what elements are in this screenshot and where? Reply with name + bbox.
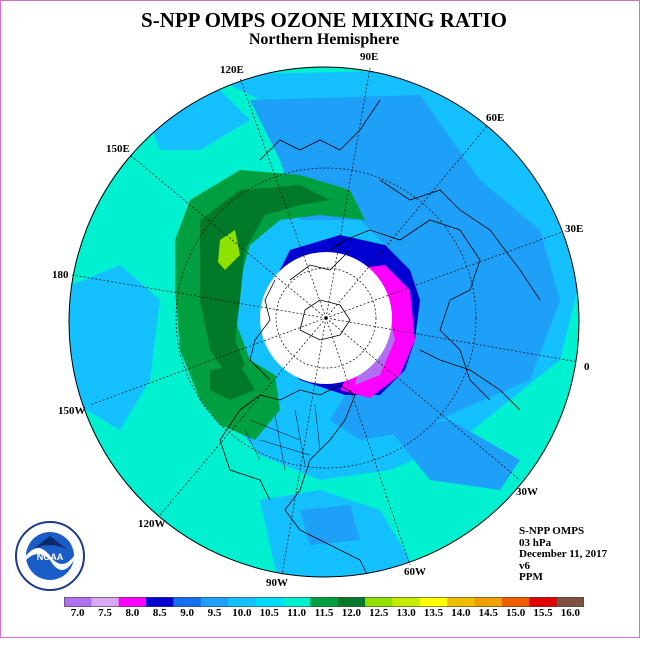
- colorbar-tick-label: 11.5: [314, 607, 334, 619]
- lon-label-0: 0: [584, 361, 590, 373]
- colorbar-tick-label: 10.5: [259, 607, 279, 619]
- lon-label-30e: 30E: [565, 223, 583, 235]
- colorbar-tick-label: 8.0: [125, 607, 140, 619]
- colorbar: [64, 597, 584, 607]
- colorbar-swatch: [118, 597, 147, 607]
- lon-label-150e: 150E: [106, 143, 130, 155]
- lon-label-180: 180: [52, 269, 69, 281]
- colorbar-swatch: [474, 597, 503, 607]
- instrument-label: S-NPP OMPS: [519, 525, 585, 537]
- colorbar-swatch: [365, 597, 393, 607]
- colorbar-swatch: [556, 597, 584, 607]
- figure-frame: [0, 0, 640, 638]
- colorbar-tick-label: 12.5: [369, 607, 389, 619]
- colorbar-swatch: [200, 597, 229, 607]
- level-label: 03 hPa: [519, 536, 552, 549]
- lon-label-90e: 90E: [360, 51, 378, 63]
- colorbar-swatch: [64, 597, 92, 607]
- lon-label-90w: 90W: [266, 577, 288, 589]
- logo-text: NOAA: [37, 552, 64, 562]
- colorbar-swatch: [146, 597, 174, 607]
- units-label: PPM: [519, 571, 543, 583]
- colorbar-tick-label: 15.5: [533, 607, 553, 619]
- colorbar-swatch: [228, 597, 257, 607]
- noaa-logo: NOAA: [15, 521, 85, 591]
- lon-label-120e: 120E: [220, 64, 244, 76]
- lon-label-60w: 60W: [404, 566, 426, 578]
- map-subtitle: Northern Hemisphere: [248, 31, 400, 48]
- colorbar-tick-label: 11.0: [287, 607, 306, 619]
- colorbar-tick-label: 13.0: [396, 607, 416, 619]
- lon-label-120w: 120W: [138, 518, 166, 530]
- colorbar-tick-label: 7.0: [70, 607, 85, 619]
- colorbar-tick-label: 16.0: [560, 607, 580, 619]
- version-label: v6: [519, 559, 530, 572]
- colorbar-tick-label: 9.5: [207, 607, 222, 619]
- colorbar-tick-label: 14.0: [451, 607, 471, 619]
- colorbar-swatch: [91, 597, 120, 607]
- colorbar-swatch: [337, 597, 366, 607]
- lon-label-150w: 150W: [58, 405, 86, 417]
- colorbar-swatch: [392, 597, 421, 607]
- colorbar-tick-label: 7.5: [98, 607, 112, 619]
- colorbar-swatch: [310, 597, 339, 607]
- colorbar-swatch: [529, 597, 558, 607]
- colorbar-tick-label: 14.5: [478, 607, 498, 619]
- state-borders: [244, 404, 321, 471]
- colorbar-swatch: [173, 597, 202, 607]
- colorbar-swatch: [419, 597, 448, 607]
- colorbar-swatch: [447, 597, 476, 607]
- colorbar-tick-label: 8.5: [152, 607, 167, 619]
- colorbar-tick-label: 12.0: [341, 607, 361, 619]
- colorbar-tick-label: 9.0: [180, 607, 195, 619]
- graticule: [71, 67, 579, 576]
- colorbar-tick-label: 10.0: [232, 607, 252, 619]
- colorbar-tick-labels: 7.0 7.5 8.0 8.5 9.0 9.5 10.0 10.5 11.0 11.5 12.0 12…: [0, 607, 648, 623]
- ozone-field: [69, 67, 579, 577]
- colorbar-swatch: [282, 597, 311, 607]
- colorbar-swatch: [501, 597, 530, 607]
- lon-label-60e: 60E: [486, 112, 504, 124]
- lon-label-30w: 30W: [516, 486, 538, 498]
- globe-outline: [68, 66, 580, 578]
- metadata-block: S-NPP OMPS 03 hPa December 11, 2017 v6 P…: [519, 525, 608, 584]
- longitude-labels: 90E 60E 30E 0 30W 60W 90W 120W 150W 180 …: [52, 51, 590, 589]
- colorbar-tick-label: 15.0: [505, 607, 526, 619]
- colorbar-tick-label: 13.5: [423, 607, 444, 619]
- map-title: S-NPP OMPS OZONE MIXING RATIO: [141, 8, 507, 32]
- date-label: December 11, 2017: [519, 548, 608, 560]
- colorbar-swatch: [255, 597, 284, 607]
